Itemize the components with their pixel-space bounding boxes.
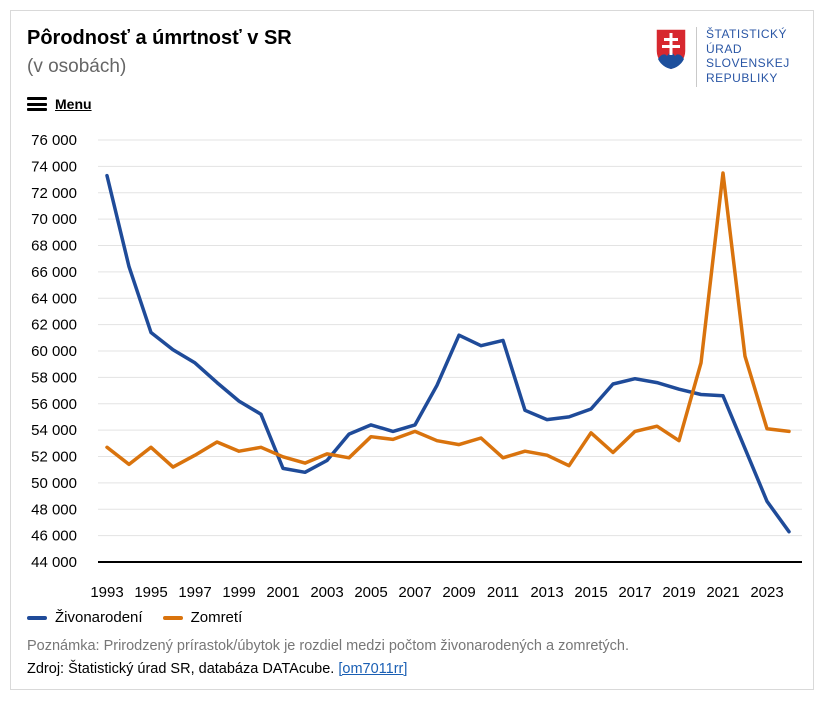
legend-label-born: Živonarodení [55, 609, 143, 626]
x-tick-label: 2023 [750, 584, 783, 600]
y-tick-label: 54 000 [31, 422, 77, 439]
source-line: Zdroj: Štatistický úrad SR, databáza DAT… [27, 661, 407, 677]
y-tick-label: 50 000 [31, 475, 77, 492]
y-tick-label: 46 000 [31, 528, 77, 545]
x-tick-label: 2021 [706, 584, 739, 600]
x-tick-label: 2017 [618, 584, 651, 600]
x-tick-label: 1997 [178, 584, 211, 600]
y-tick-label: 68 000 [31, 238, 77, 255]
slovak-coat-of-arms-icon [655, 28, 687, 71]
legend-label-died: Zomretí [190, 609, 243, 626]
legend: Živonarodení Zomretí [27, 609, 242, 626]
x-tick-label: 1995 [134, 584, 167, 600]
x-tick-label: 2015 [574, 584, 607, 600]
line-chart: 76 000 74 000 72 000 70 000 68 000 66 000 64 0… [31, 132, 802, 600]
menu-label: Menu [55, 96, 92, 112]
chart-subtitle: (v osobách) [27, 56, 127, 77]
legend-swatch-died [162, 615, 183, 620]
y-tick-label: 74 000 [31, 158, 77, 175]
series-line-born [105, 173, 791, 534]
y-tick-label: 62 000 [31, 317, 77, 334]
x-tick-label: 2003 [310, 584, 343, 600]
y-tick-label: 58 000 [31, 369, 77, 386]
y-tick-label: 64 000 [31, 290, 77, 307]
y-tick-label: 48 000 [31, 501, 77, 518]
y-tick-label: 56 000 [31, 396, 77, 413]
legend-item-born[interactable]: Živonarodení [27, 609, 143, 626]
x-tick-label: 2019 [662, 584, 695, 600]
x-tick-label: 2013 [530, 584, 563, 600]
menu-button[interactable]: Menu [27, 96, 92, 112]
chart-title: Pôrodnosť a úmrtnosť v SR [27, 27, 292, 49]
y-tick-label: 44 000 [31, 554, 77, 571]
y-tick-label: 66 000 [31, 264, 77, 281]
statistics-office-logo: ŠTATISTICKÝ ÚRAD SLOVENSKEJ REPUBLIKY [654, 27, 804, 89]
x-tick-label: 1999 [222, 584, 255, 600]
x-tick-label: 2009 [442, 584, 475, 600]
y-tick-label: 60 000 [31, 343, 77, 360]
y-tick-label: 70 000 [31, 211, 77, 228]
footnote: Poznámka: Prirodzený prírastok/úbytok je… [27, 638, 630, 654]
series-line-died [105, 171, 791, 469]
legend-swatch-born [27, 615, 47, 620]
x-tick-label: 2001 [266, 584, 299, 600]
x-tick-label: 2005 [354, 584, 387, 600]
chart-container [10, 10, 814, 690]
logo-text: ŠTATISTICKÝ ÚRAD SLOVENSKEJ REPUBLIKY [706, 27, 790, 85]
y-tick-label: 72 000 [31, 185, 77, 202]
x-tick-label: 2011 [487, 584, 519, 600]
x-tick-label: 2007 [398, 584, 431, 600]
source-text: Zdroj: Štatistický úrad SR, databáza DAT… [27, 661, 339, 677]
source-link[interactable]: [om7011rr] [338, 661, 408, 677]
hamburger-icon [27, 97, 47, 111]
x-tick-label: 1993 [90, 584, 123, 600]
y-tick-label: 76 000 [31, 132, 77, 149]
y-tick-label: 52 000 [31, 449, 77, 466]
legend-item-died[interactable]: Zomretí [162, 609, 243, 626]
